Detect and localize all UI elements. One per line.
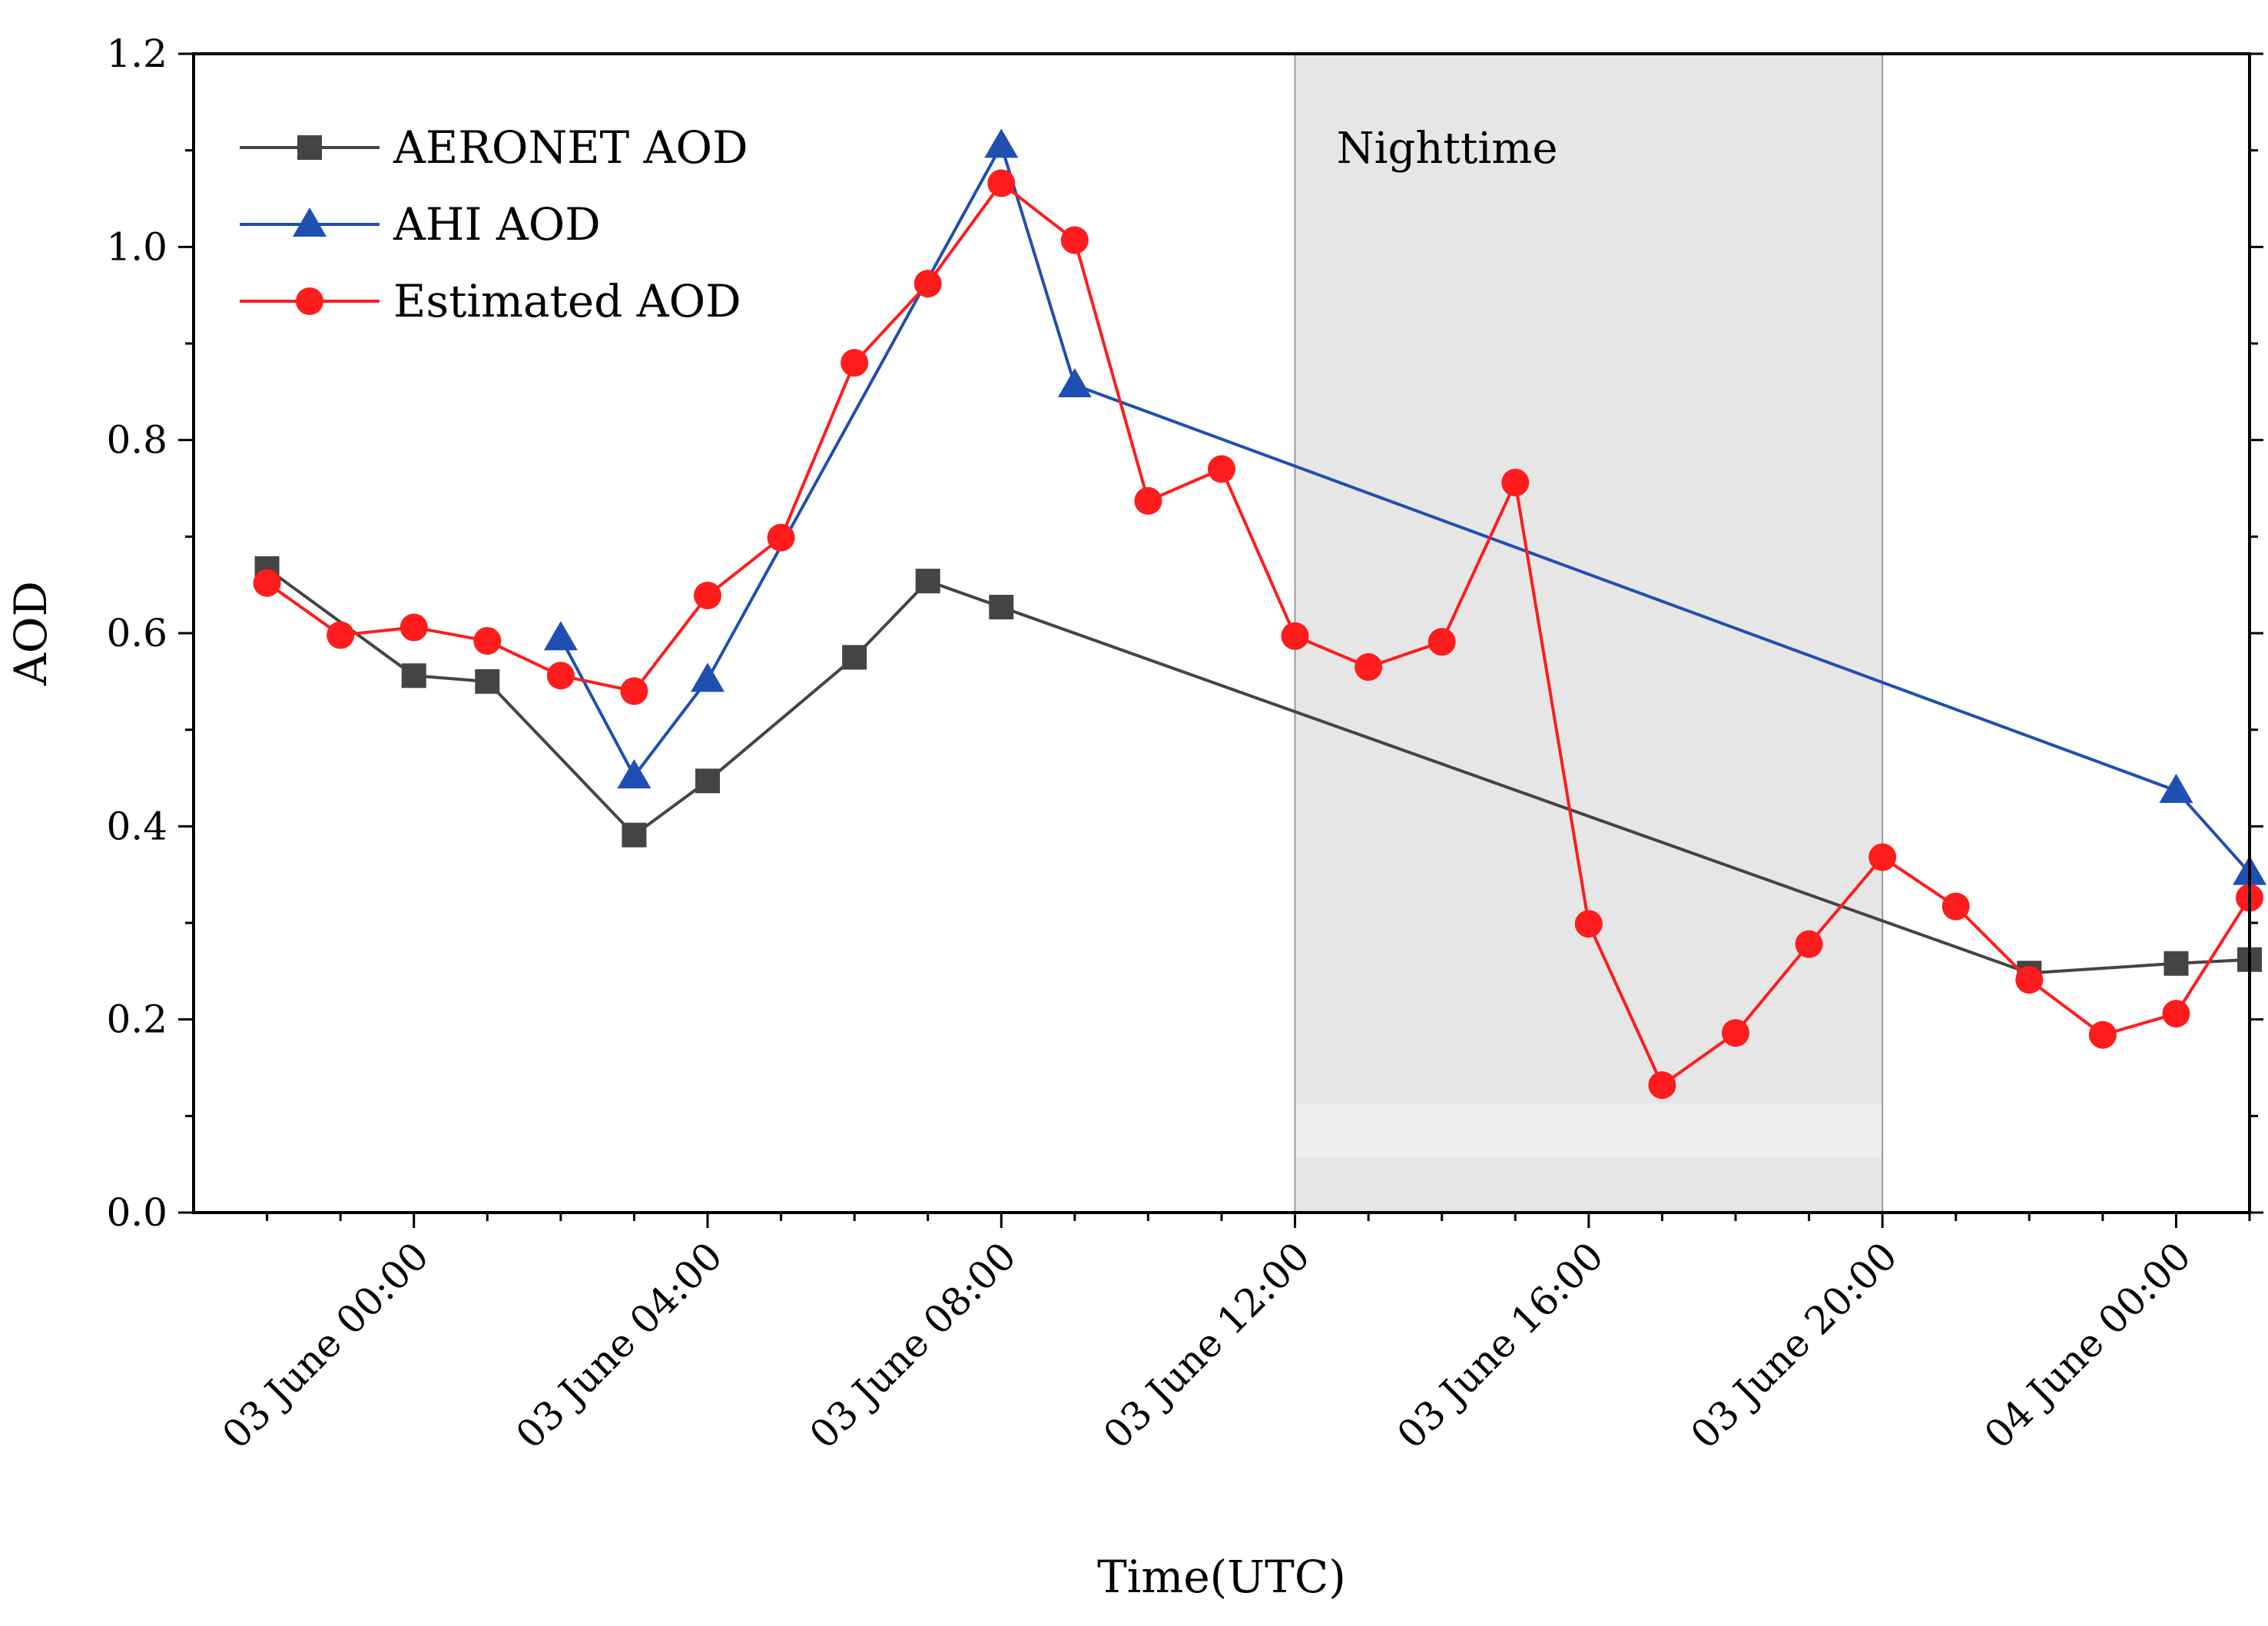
series-estimated-aod bbox=[253, 169, 2263, 1100]
data-point-estimated-aod bbox=[2162, 1000, 2190, 1028]
data-point-estimated-aod bbox=[694, 581, 721, 609]
data-point-estimated-aod bbox=[1795, 930, 1823, 958]
legend: AERONET AOD AHI AOD Estimated AOD bbox=[240, 121, 748, 327]
data-point-estimated-aod bbox=[1722, 1019, 1749, 1047]
legend-marker-ahi-aod bbox=[293, 207, 327, 237]
y-axis-title: AOD bbox=[5, 581, 57, 686]
data-point-estimated-aod bbox=[1060, 226, 1089, 254]
y-tick-label: 1.0 bbox=[106, 224, 167, 269]
series-aeronet-aod bbox=[254, 556, 2262, 986]
x-tick-label: 03 June 16:00 bbox=[1388, 1233, 1612, 1457]
data-point-aeronet-aod bbox=[989, 595, 1014, 620]
data-point-estimated-aod bbox=[546, 662, 575, 690]
data-point-estimated-aod bbox=[400, 613, 428, 642]
x-tick-label: 03 June 12:00 bbox=[1095, 1233, 1318, 1457]
x-tick-label: 03 June 00:00 bbox=[214, 1233, 437, 1457]
data-point-estimated-aod bbox=[1134, 486, 1162, 515]
data-point-aeronet-aod bbox=[842, 645, 867, 670]
data-point-estimated-aod bbox=[1354, 652, 1383, 681]
data-point-estimated-aod bbox=[1281, 622, 1309, 650]
nighttime-label: Nighttime bbox=[1337, 124, 1558, 174]
y-tick-label: 0.4 bbox=[106, 804, 167, 848]
data-point-estimated-aod bbox=[841, 349, 869, 377]
y-tick-label: 0.8 bbox=[106, 418, 167, 463]
data-point-estimated-aod bbox=[2015, 966, 2044, 994]
legend-label-aeronet-aod: AERONET AOD bbox=[393, 121, 748, 174]
data-point-ahi-aod bbox=[2159, 773, 2193, 803]
series-line-estimated-aod bbox=[266, 181, 2251, 1087]
x-tick-label: 03 June 08:00 bbox=[801, 1233, 1025, 1457]
legend-marker-estimated-aod bbox=[296, 287, 323, 315]
data-point-estimated-aod bbox=[473, 627, 502, 655]
data-point-ahi-aod bbox=[543, 621, 578, 651]
y-tick-label: 0.2 bbox=[106, 997, 167, 1042]
nighttime-shaded-region: Nighttime bbox=[1294, 54, 1884, 1213]
x-axis-title: Time(UTC) bbox=[1097, 1551, 1346, 1603]
data-point-estimated-aod bbox=[1941, 892, 1970, 921]
data-point-estimated-aod bbox=[1868, 843, 1897, 871]
data-point-ahi-aod bbox=[1057, 368, 1092, 398]
legend-label-estimated-aod: Estimated AOD bbox=[393, 275, 741, 327]
data-point-estimated-aod bbox=[327, 621, 355, 649]
data-point-ahi-aod bbox=[691, 662, 724, 692]
nighttime-band bbox=[1295, 54, 1883, 1213]
data-point-estimated-aod bbox=[987, 169, 1016, 197]
y-tick-label: 0.6 bbox=[106, 611, 167, 655]
axes: 0.0 0.2 0.4 0.6 0.8 1.0 1.2 03 June 00:00 03 Jun… bbox=[5, 32, 2263, 1603]
data-point-ahi-aod bbox=[617, 758, 652, 788]
data-point-ahi-aod bbox=[984, 128, 1019, 158]
data-point-estimated-aod bbox=[253, 569, 281, 597]
data-point-estimated-aod bbox=[1574, 910, 1603, 938]
data-point-estimated-aod bbox=[1501, 468, 1530, 496]
y-tick-label: 0.0 bbox=[106, 1190, 167, 1235]
data-point-aeronet-aod bbox=[695, 768, 720, 794]
plot-frame bbox=[192, 52, 2251, 1214]
data-point-aeronet-aod bbox=[2164, 951, 2189, 976]
x-tick-label: 03 June 20:00 bbox=[1683, 1233, 1906, 1457]
x-tick-label: 04 June 00:00 bbox=[1976, 1233, 2200, 1457]
data-point-estimated-aod bbox=[1427, 628, 1456, 656]
data-point-aeronet-aod bbox=[475, 669, 500, 694]
data-point-estimated-aod bbox=[767, 523, 795, 552]
nighttime-band-light-strip bbox=[1295, 1103, 1883, 1157]
data-point-aeronet-aod bbox=[915, 569, 940, 594]
data-point-estimated-aod bbox=[1648, 1071, 1676, 1100]
data-point-estimated-aod bbox=[1208, 455, 1235, 483]
data-point-estimated-aod bbox=[914, 270, 942, 298]
data-point-estimated-aod bbox=[2088, 1020, 2117, 1049]
legend-marker-aeronet-aod bbox=[297, 135, 322, 160]
plot-border bbox=[192, 52, 2251, 1214]
data-point-estimated-aod bbox=[620, 677, 648, 705]
data-point-aeronet-aod bbox=[401, 663, 426, 689]
y-tick-label: 1.2 bbox=[106, 32, 167, 76]
legend-label-ahi-aod: AHI AOD bbox=[393, 198, 601, 251]
data-point-aeronet-aod bbox=[622, 822, 647, 848]
data-series bbox=[253, 128, 2266, 1100]
x-tick-label: 03 June 04:00 bbox=[507, 1233, 731, 1457]
